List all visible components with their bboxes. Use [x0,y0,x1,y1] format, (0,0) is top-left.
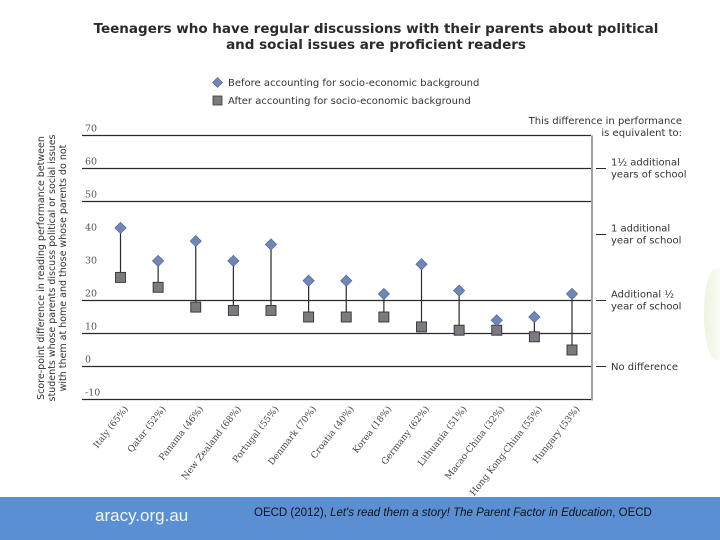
y-tick-label: 40 [85,223,97,234]
gridlines [82,134,591,401]
y-tick-label: 0 [85,355,91,366]
marker-before [264,238,278,251]
y-tick-label: 60 [85,157,97,168]
y-tick-label: 10 [85,322,97,333]
marker-before [490,314,503,327]
y-tick-label: 50 [85,190,97,201]
chart-title-line-1: Teenagers who have regular discussions w… [94,21,659,37]
y-axis-label-line-1: Score-point difference in reading perfor… [36,136,47,400]
markers [114,221,579,356]
marker-after [528,331,540,343]
chart-title-line-2: and social issues are proficient readers [226,37,526,53]
marker-before [114,221,127,234]
footer-bar: aracy.org.au OECD (2012), Let's read the… [0,497,720,540]
annotation-label: 1½ additional [611,157,680,169]
marker-before [227,254,240,267]
legend-label-after: After accounting for socio-economic back… [228,96,471,107]
y-tick-label: 70 [85,124,97,135]
chart-title: Teenagers who have regular discussions w… [94,21,659,53]
stems [119,227,573,350]
y-tick-label: 20 [85,289,97,300]
marker-before [377,287,390,300]
legend-diamond-marker [212,77,223,88]
annotation-header-line-1: This difference in performance [528,116,682,127]
equivalence-annotations: This difference in performance is equiva… [528,116,687,373]
marker-before [528,310,541,324]
marker-after [566,344,578,356]
x-tick-label: Italy (65%) [91,404,131,450]
marker-after [115,271,126,283]
x-tick-label: Qatar (52%) [125,404,168,455]
annotation-label: No difference [611,362,678,373]
marker-after [265,304,277,316]
annotation-label: year of school [611,236,681,247]
x-tick-label: Korea (18%) [351,404,395,456]
annotation-label: Additional ½ [611,289,674,301]
marker-after [190,301,202,313]
y-tick-labels: 70 60 50 40 30 20 10 0 -10 [85,124,100,399]
decorative-shape [704,268,720,360]
marker-after [491,324,503,336]
marker-after [378,311,390,323]
legend-square-marker [212,95,223,106]
annotation-label: year of school [611,302,681,313]
marker-after [303,311,315,323]
marker-before [340,274,353,287]
x-tick-label: Hong Kong-China (55%) [468,404,545,498]
citation-suffix: , OECD [612,507,652,519]
annotation-header-line-2: is equivalent to: [601,128,682,139]
annotation-label: years of school [611,170,687,181]
marker-before [302,274,315,287]
footer-site-link[interactable]: aracy.org.au [95,506,189,525]
marker-after [227,304,239,316]
y-axis-label-line-2: students whose parents discuss political… [47,134,58,401]
annotation-label: 1 additional [611,224,670,235]
footer-citation: OECD (2012), Let's read them a story! Th… [254,507,652,519]
legend-label-before: Before accounting for socio-economic bac… [228,78,479,89]
citation-title: Let's read them a story! The Parent Fact… [330,507,613,519]
y-tick-label: -10 [85,388,100,399]
marker-after [453,324,465,336]
y-axis-label: Score-point difference in reading perfor… [36,134,69,401]
marker-before [565,287,579,300]
marker-after [340,311,352,323]
marker-before [152,254,165,267]
marker-before [189,235,202,248]
marker-after [152,281,164,293]
citation-prefix: OECD (2012), [254,507,331,519]
x-tick-labels: Italy (65%)Qatar (52%)Panama (46%)New Ze… [91,404,582,498]
marker-before [415,258,428,271]
marker-after [416,321,427,333]
y-tick-label: 30 [85,256,97,267]
marker-before [453,284,466,297]
y-axis-label-line-3: with them at home and those whose parent… [58,144,69,391]
legend: Before accounting for socio-economic bac… [212,77,479,107]
